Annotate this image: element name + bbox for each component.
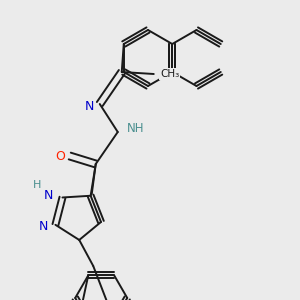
Text: N: N: [44, 189, 53, 202]
Text: N: N: [39, 220, 48, 233]
Text: CH₃: CH₃: [160, 69, 179, 79]
Text: N: N: [85, 100, 94, 112]
Text: O: O: [55, 149, 65, 163]
Text: H: H: [33, 181, 42, 190]
Text: NH: NH: [127, 122, 145, 136]
